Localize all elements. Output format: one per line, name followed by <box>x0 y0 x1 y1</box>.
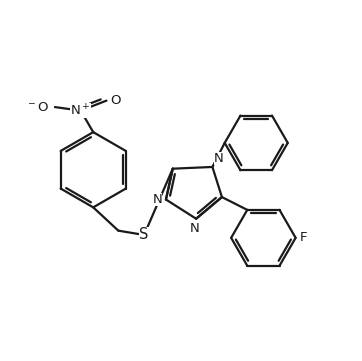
Text: N: N <box>153 193 162 206</box>
Text: N: N <box>214 152 224 165</box>
Text: $^-$O: $^-$O <box>26 101 50 114</box>
Text: F: F <box>300 231 307 244</box>
Text: N: N <box>189 222 199 235</box>
Text: N$^+$: N$^+$ <box>70 103 91 118</box>
Text: O: O <box>110 94 121 107</box>
Text: S: S <box>139 227 149 243</box>
